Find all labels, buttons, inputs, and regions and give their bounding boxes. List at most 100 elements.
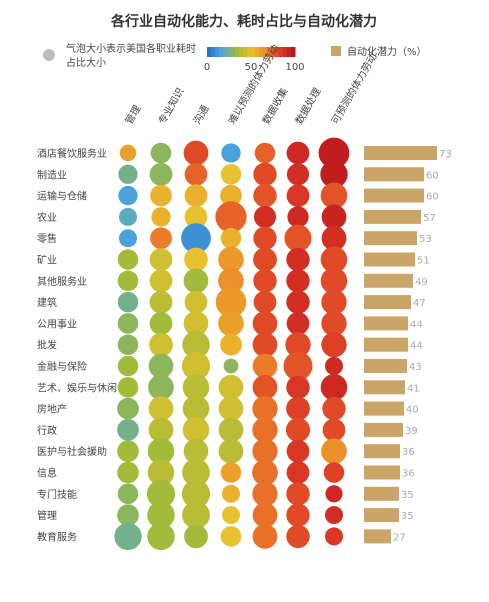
table-row: 专门技能 35 xyxy=(37,479,414,508)
size-legend-icon xyxy=(43,49,55,61)
bar-legend-text: 自动化潜力（%） xyxy=(347,45,427,58)
color-scale-segment xyxy=(207,47,212,57)
bubble xyxy=(150,227,172,250)
bubble xyxy=(147,522,175,551)
bubble xyxy=(252,438,278,464)
table-row: 金融与保险 43 xyxy=(37,351,422,381)
potential-bar xyxy=(364,359,407,373)
row-label: 制造业 xyxy=(37,168,67,181)
bubble xyxy=(184,524,208,549)
bubble xyxy=(117,313,139,334)
color-scale-segment xyxy=(231,47,236,57)
bubble xyxy=(287,206,309,228)
column-header: 管理 xyxy=(122,103,143,127)
potential-value: 60 xyxy=(426,192,439,203)
table-row: 其他服务业 49 xyxy=(37,267,428,295)
bubble xyxy=(286,163,310,186)
bubble xyxy=(149,332,173,357)
bubble xyxy=(253,183,277,208)
bubble xyxy=(117,483,139,505)
bubble xyxy=(220,333,242,356)
potential-bar xyxy=(364,209,421,224)
column-header: 专业知识 xyxy=(155,85,186,126)
bubble xyxy=(286,290,310,314)
row-label: 其他服务业 xyxy=(37,275,87,288)
color-scale-tick: 0 xyxy=(204,62,210,73)
bubble xyxy=(119,229,137,248)
bubble xyxy=(182,395,210,422)
bubble xyxy=(220,526,242,547)
bubble xyxy=(183,311,209,336)
bubble xyxy=(218,267,244,294)
potential-value: 36 xyxy=(402,447,415,458)
row-label: 房地产 xyxy=(37,403,67,416)
bubble xyxy=(117,270,139,292)
potential-value: 27 xyxy=(393,532,406,543)
bubble xyxy=(220,164,242,185)
bubble xyxy=(148,396,174,421)
bubble xyxy=(253,247,277,272)
row-label: 运输与仓储 xyxy=(37,190,87,203)
potential-bar xyxy=(364,167,424,182)
bubble xyxy=(321,438,347,465)
potential-bar xyxy=(364,422,403,437)
potential-value: 36 xyxy=(402,469,415,480)
potential-bar xyxy=(364,444,400,459)
bubble xyxy=(117,377,139,398)
column-header: 数据处理 xyxy=(292,85,323,126)
color-scale-segment xyxy=(291,47,296,57)
bubble xyxy=(218,438,244,464)
color-scale-segment xyxy=(263,47,268,57)
table-row: 房地产 40 xyxy=(37,395,419,422)
column-header: 数据收集 xyxy=(259,85,290,126)
row-label: 艺术、娱乐与休闲 xyxy=(37,381,117,394)
potential-bar xyxy=(364,188,424,203)
row-label: 批发 xyxy=(37,339,57,352)
bubble xyxy=(252,459,278,486)
bubble xyxy=(148,417,174,443)
row-label: 农业 xyxy=(37,211,57,224)
color-scale-segment xyxy=(227,47,232,57)
bubble xyxy=(325,485,343,503)
table-row: 行政 39 xyxy=(37,416,418,444)
color-scale-segment xyxy=(235,47,240,57)
bubble xyxy=(181,351,211,381)
bubble xyxy=(222,506,240,525)
bubble xyxy=(151,207,171,227)
table-row: 批发 44 xyxy=(37,330,423,359)
color-scale-segment xyxy=(215,47,220,57)
bubble xyxy=(183,438,209,464)
color-scale-segment xyxy=(251,47,256,57)
bubble xyxy=(286,461,310,484)
bubble xyxy=(286,375,310,399)
bubble xyxy=(285,332,311,358)
potential-bar xyxy=(364,380,405,395)
bubble xyxy=(325,506,343,525)
potential-bar xyxy=(364,252,415,267)
potential-bar xyxy=(364,529,391,544)
bubble xyxy=(221,143,241,163)
potential-value: 44 xyxy=(410,341,423,352)
bubble xyxy=(118,164,138,184)
potential-bar xyxy=(364,316,408,331)
bubble xyxy=(184,205,208,229)
bubble xyxy=(286,396,310,421)
row-label: 酒店餐饮服务业 xyxy=(37,147,107,160)
row-label: 管理 xyxy=(37,509,57,522)
bubble xyxy=(147,437,175,465)
bubble xyxy=(321,289,347,315)
bubble xyxy=(322,396,346,421)
bubble xyxy=(184,162,208,186)
bubble xyxy=(117,461,139,484)
bubble xyxy=(148,374,174,401)
bubble xyxy=(253,290,277,314)
bubble xyxy=(218,374,244,400)
potential-bar xyxy=(364,401,404,416)
bubble xyxy=(283,351,313,381)
bubble xyxy=(252,502,278,528)
bubble xyxy=(149,269,173,293)
bubble xyxy=(119,144,137,162)
potential-value: 35 xyxy=(401,490,414,501)
bubble xyxy=(149,312,173,335)
